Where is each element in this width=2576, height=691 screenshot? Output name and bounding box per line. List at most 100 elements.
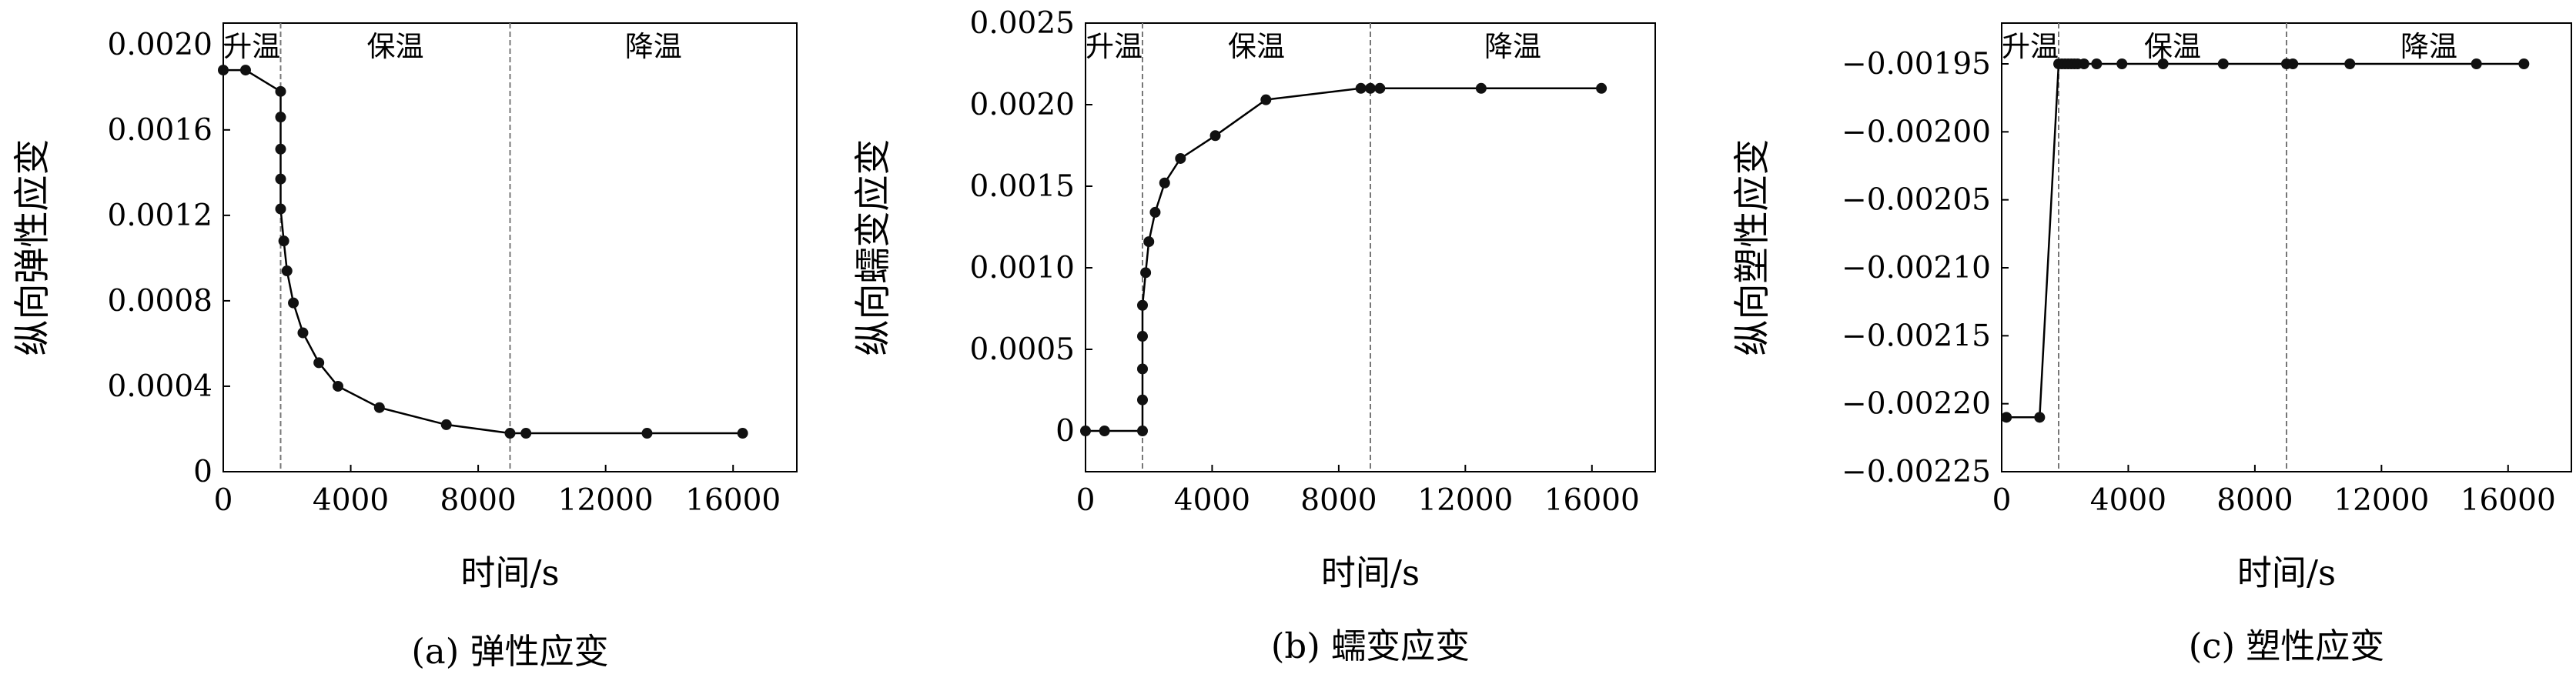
x-axis-label: 时间/s bbox=[2237, 552, 2336, 593]
chart-caption: (b) 蠕变应变 bbox=[1271, 626, 1470, 666]
data-point bbox=[1159, 177, 1170, 189]
y-tick-label: 0.0025 bbox=[970, 6, 1075, 41]
data-point bbox=[520, 428, 532, 439]
data-point bbox=[2078, 58, 2089, 69]
x-tick-label: 16000 bbox=[2461, 483, 2556, 518]
chart-panel-3: −0.00225 −0.00220 −0.00215 −0.00210 −0.00205… bbox=[1731, 22, 2572, 666]
data-point bbox=[2116, 58, 2128, 69]
data-point bbox=[1374, 82, 1386, 94]
data-point bbox=[1475, 82, 1487, 94]
x-tick-label: 16000 bbox=[1544, 483, 1640, 518]
y-tick-label: −0.00205 bbox=[1842, 183, 1991, 218]
data-point bbox=[1260, 94, 1272, 105]
x-tick-label: 12000 bbox=[558, 483, 654, 518]
data-point bbox=[275, 173, 286, 185]
y-tick-label: −0.00215 bbox=[1842, 319, 1991, 353]
data-point bbox=[1596, 82, 1607, 94]
y-axis-label: 纵向弹性应变 bbox=[12, 139, 54, 356]
data-point bbox=[1149, 206, 1161, 218]
data-point bbox=[313, 357, 325, 369]
x-tick-label: 0 bbox=[1076, 483, 1096, 518]
y-tick-label: 0.0008 bbox=[108, 284, 212, 319]
y-tick-label: 0 bbox=[193, 455, 212, 489]
chart-caption: (c) 塑性应变 bbox=[2189, 626, 2385, 666]
phase-label: 升温 bbox=[223, 30, 280, 63]
phase-label: 保温 bbox=[2144, 30, 2201, 63]
x-tick-label: 4000 bbox=[313, 483, 389, 518]
y-tick-label: 0 bbox=[1055, 414, 1075, 449]
x-tick-label: 4000 bbox=[2090, 483, 2166, 518]
y-tick-label: 0.0010 bbox=[970, 251, 1075, 285]
data-point bbox=[1099, 426, 1110, 436]
data-point bbox=[218, 65, 229, 76]
y-tick-label: 0.0020 bbox=[108, 28, 212, 62]
data-point bbox=[1175, 152, 1186, 164]
y-tick-label: −0.00210 bbox=[1842, 251, 1991, 285]
data-point bbox=[2287, 58, 2299, 69]
data-point bbox=[2344, 58, 2356, 69]
phase-label: 保温 bbox=[367, 30, 424, 63]
data-point bbox=[373, 402, 385, 413]
y-axis-label: 纵向蠕变应变 bbox=[852, 139, 895, 356]
phase-label: 降温 bbox=[1484, 30, 1541, 63]
data-point bbox=[1143, 236, 1155, 248]
x-tick-label: 8000 bbox=[1300, 483, 1377, 518]
data-point bbox=[1080, 426, 1091, 436]
y-tick-label: −0.00200 bbox=[1842, 115, 1991, 149]
data-point bbox=[641, 428, 653, 439]
data-point bbox=[2217, 58, 2229, 69]
data-point bbox=[1355, 82, 1367, 94]
data-point bbox=[275, 143, 286, 155]
data-point bbox=[239, 65, 251, 76]
data-point bbox=[1137, 363, 1148, 375]
data-point bbox=[1137, 331, 1148, 342]
phase-label: 升温 bbox=[1086, 30, 1142, 63]
series-line bbox=[2006, 62, 2524, 419]
data-point bbox=[275, 203, 286, 215]
series-line bbox=[1086, 87, 1602, 432]
data-point bbox=[1209, 130, 1221, 142]
y-tick-label: 0.0012 bbox=[108, 199, 212, 233]
data-point bbox=[2471, 58, 2482, 69]
data-point bbox=[333, 380, 343, 392]
y-tick-label: 0.0020 bbox=[970, 88, 1075, 122]
data-point bbox=[2157, 58, 2169, 69]
y-tick-label: 0.0004 bbox=[108, 369, 212, 404]
y-tick-label: 0.0016 bbox=[108, 113, 212, 148]
data-point bbox=[2518, 58, 2530, 69]
x-axis-label: 时间/s bbox=[460, 552, 559, 593]
phase-label: 保温 bbox=[1228, 30, 1285, 63]
x-tick-label: 16000 bbox=[685, 483, 781, 518]
y-tick-label: 0.0015 bbox=[970, 169, 1075, 204]
data-point bbox=[288, 297, 299, 309]
data-point bbox=[1137, 426, 1148, 436]
phase-label: 降温 bbox=[625, 30, 682, 63]
data-point bbox=[275, 112, 286, 123]
series-line bbox=[223, 68, 743, 435]
y-tick-label: −0.00225 bbox=[1842, 455, 1991, 489]
data-point bbox=[440, 419, 452, 430]
y-axis-label: 纵向塑性应变 bbox=[1731, 139, 1774, 356]
x-tick-label: 8000 bbox=[2216, 483, 2293, 518]
data-point bbox=[1137, 299, 1148, 311]
chart-panel-2: 0 0.0005 0.0010 0.0015 0.0020 0.0025 0 4000 8000… bbox=[852, 6, 1656, 666]
data-point bbox=[281, 265, 293, 277]
y-tick-label: −0.00195 bbox=[1842, 47, 1991, 82]
x-tick-label: 0 bbox=[1992, 483, 2012, 518]
x-tick-label: 8000 bbox=[440, 483, 516, 518]
phase-label: 降温 bbox=[2400, 30, 2457, 63]
x-tick-label: 4000 bbox=[1174, 483, 1250, 518]
data-point bbox=[2034, 412, 2046, 423]
phase-label: 升温 bbox=[2002, 30, 2059, 63]
x-axis-label: 时间/s bbox=[1321, 552, 1420, 593]
y-tick-label: −0.00220 bbox=[1842, 387, 1991, 422]
data-point bbox=[1137, 394, 1148, 406]
data-point bbox=[1140, 267, 1152, 279]
data-point bbox=[737, 428, 748, 439]
data-point bbox=[1365, 82, 1376, 94]
data-point bbox=[2001, 412, 2012, 423]
x-tick-label: 0 bbox=[214, 483, 233, 518]
x-tick-label: 12000 bbox=[2333, 483, 2429, 518]
y-tick-label: 0.0005 bbox=[970, 332, 1075, 367]
